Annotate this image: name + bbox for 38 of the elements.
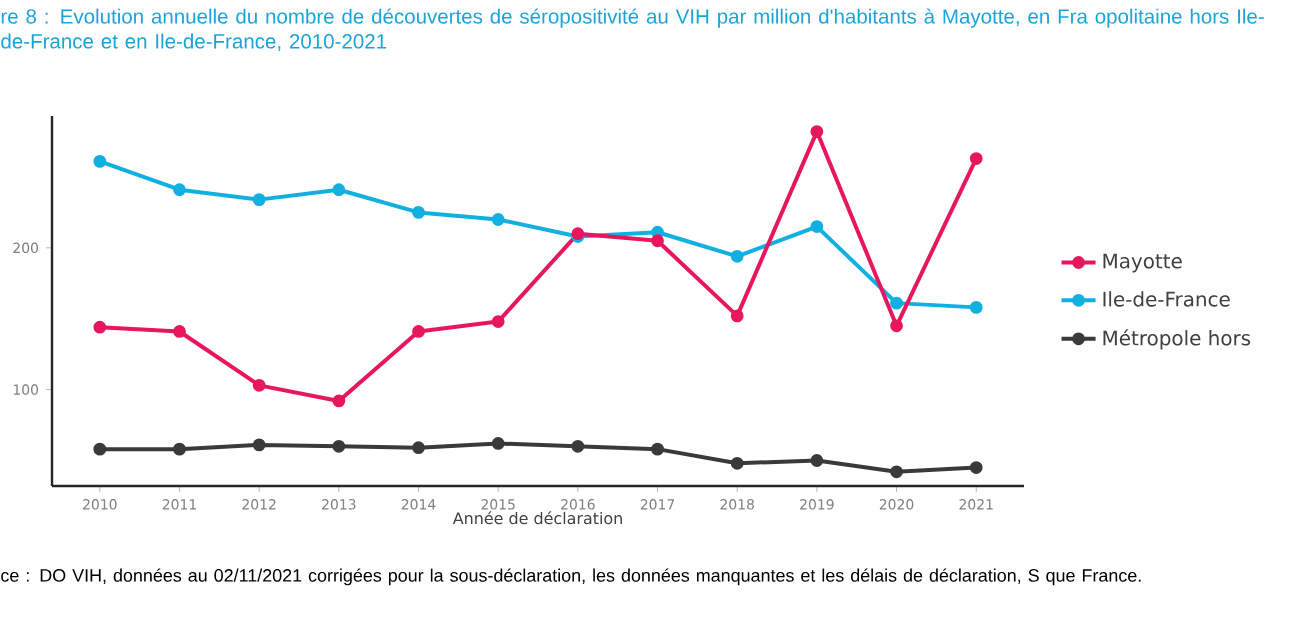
point — [332, 183, 346, 197]
point — [890, 296, 903, 310]
point — [332, 394, 346, 408]
point — [810, 454, 824, 467]
point — [730, 456, 744, 470]
point — [571, 439, 585, 453]
point — [93, 320, 107, 334]
text: ce : DO VIH, données au 02/11/2021 corrigées pour la sous-déclaration, les données manquantes et les délais de déclaration, S que France. — [1, 568, 1141, 586]
point — [412, 441, 425, 455]
point — [412, 205, 425, 219]
point — [491, 437, 505, 450]
point — [173, 325, 186, 338]
point — [730, 249, 744, 263]
point — [651, 442, 664, 456]
point — [810, 220, 824, 233]
point — [890, 319, 903, 333]
point — [890, 465, 903, 479]
point — [491, 315, 505, 328]
point — [93, 154, 107, 168]
legend-label: Ile-de-France — [1103, 291, 1230, 307]
point — [730, 309, 744, 323]
point — [173, 442, 186, 456]
point — [412, 325, 425, 338]
point — [969, 300, 983, 314]
point — [173, 183, 186, 197]
point — [332, 439, 346, 453]
point — [969, 461, 983, 474]
point — [651, 234, 664, 248]
point — [252, 193, 266, 207]
legend-label: Mayotte — [1103, 253, 1182, 273]
chart-title: re 8 : Evolution annuelle du nombre de découvertes de séropositivité au VIH par million d'habitants à Mayotte, en Fra opolitaine hors Ile-de-France et en Ile-de-France, 2010-2021 — [1, 8, 1264, 52]
point — [252, 438, 266, 452]
legend-label: Métropole hors — [1103, 329, 1251, 350]
point — [93, 442, 107, 456]
point — [810, 125, 824, 138]
point — [969, 152, 983, 165]
point — [491, 213, 505, 226]
point — [252, 378, 266, 392]
